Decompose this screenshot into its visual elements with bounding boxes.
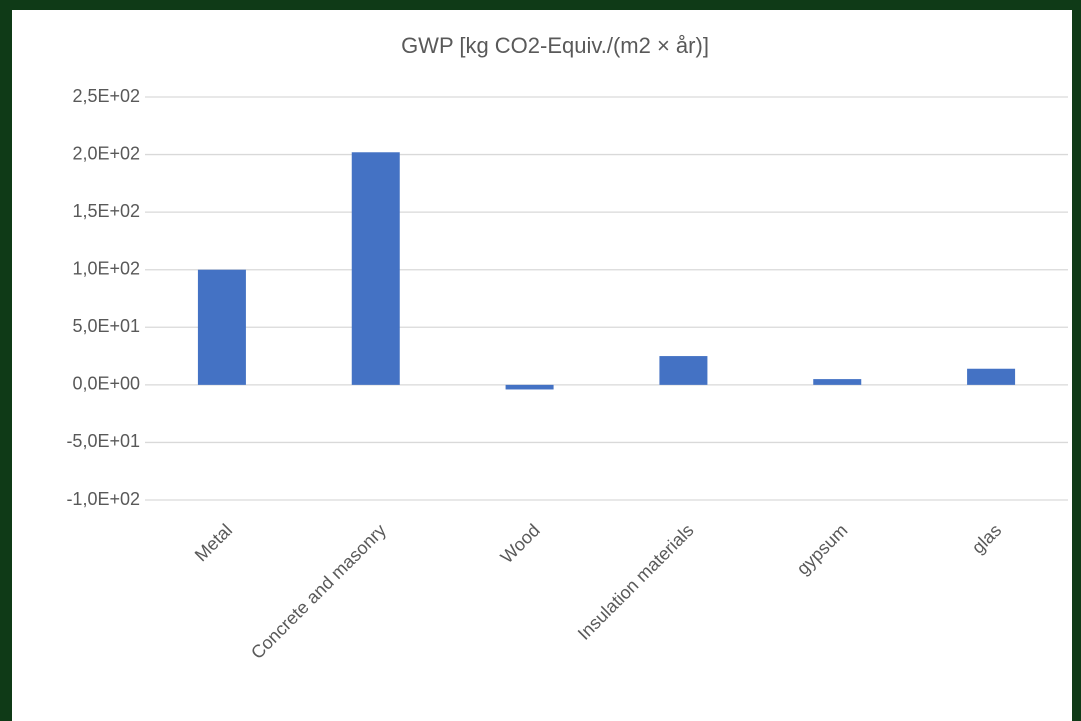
y-tick-label: 2,5E+02 [72,86,140,106]
chart-title: GWP [kg CO2-Equiv./(m2 × år)] [401,33,709,58]
bar [351,152,400,385]
y-tick-label: -5,0E+01 [66,431,140,451]
bar [197,269,246,385]
bar [813,379,862,385]
y-tick-label: 1,5E+02 [72,201,140,221]
bar [967,368,1016,385]
bar [659,356,708,385]
y-tick-label: 0,0E+00 [72,374,140,394]
y-tick-label: -1,0E+02 [66,489,140,509]
y-tick-label: 1,0E+02 [72,258,140,278]
y-tick-label: 5,0E+01 [72,316,140,336]
chart-area [12,10,1072,721]
y-tick-label: 2,0E+02 [72,143,140,163]
bar [505,384,554,390]
